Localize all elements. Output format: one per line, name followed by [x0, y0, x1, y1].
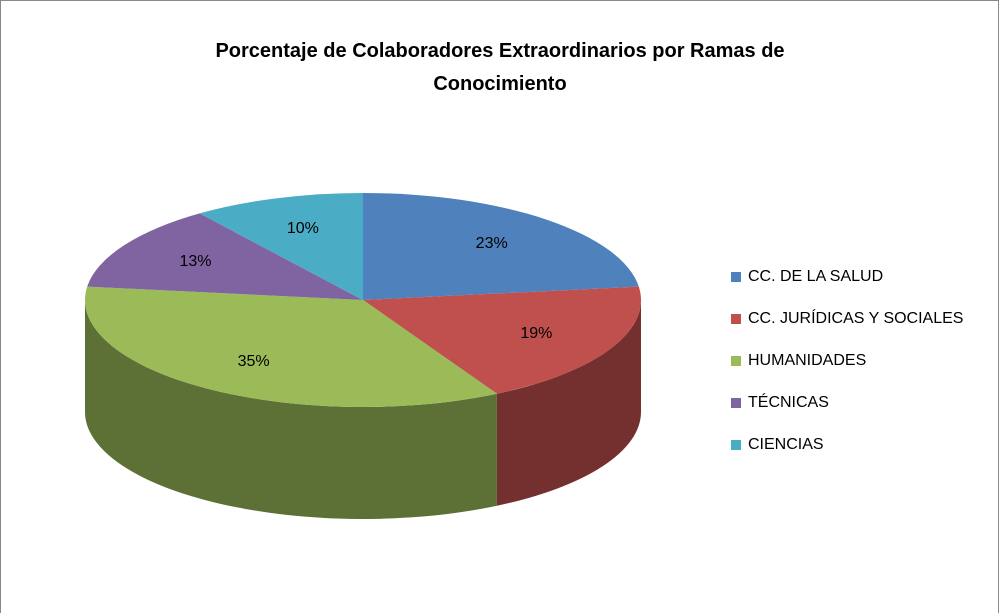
data-label: 13%	[179, 253, 211, 270]
chart-title: Porcentaje de Colaboradores Extraordinar…	[215, 40, 785, 95]
legend-label: CC. DE LA SALUD	[748, 268, 883, 285]
pie-slice	[363, 193, 639, 300]
legend-label: HUMANIDADES	[748, 352, 866, 369]
legend-swatch	[731, 398, 741, 408]
legend-label: CC. JURÍDICAS Y SOCIALES	[748, 308, 963, 327]
data-label: 10%	[287, 220, 319, 237]
legend-swatch	[731, 440, 741, 450]
legend-swatch	[731, 314, 741, 324]
data-label: 35%	[238, 353, 270, 370]
pie-side	[85, 300, 497, 519]
legend-label: CIENCIAS	[748, 436, 824, 453]
data-label: 19%	[520, 325, 552, 342]
data-label: 23%	[476, 235, 508, 252]
legend-swatch	[731, 356, 741, 366]
pie-slice	[87, 213, 364, 300]
legend-swatch	[731, 272, 741, 282]
pie-slice	[85, 286, 497, 407]
pie-side	[496, 300, 641, 506]
pie-slice	[199, 193, 363, 300]
legend-label: TÉCNICAS	[748, 392, 829, 411]
pie-slice	[363, 286, 641, 394]
